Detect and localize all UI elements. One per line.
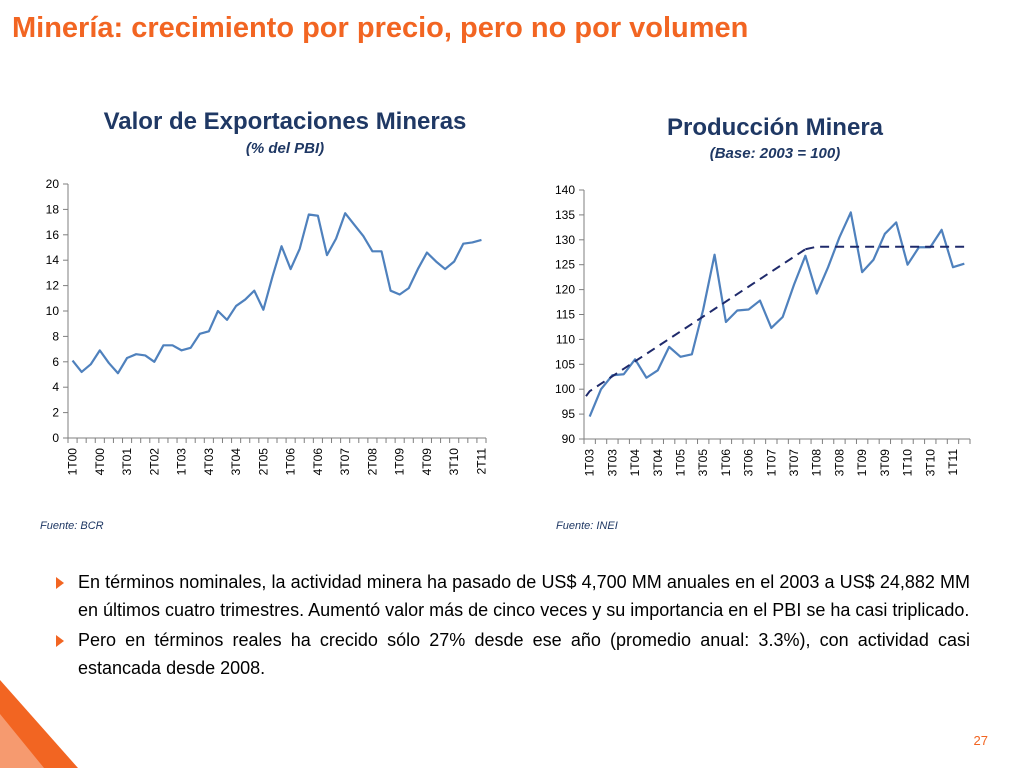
corner-decoration [0,680,78,768]
left-x-tick-label: 4T03 [202,448,216,476]
right-chart-source: Fuente: INEI [556,520,618,532]
left-x-tick-label: 1T06 [284,448,298,476]
right-x-tick-label: 1T08 [810,449,824,477]
left-x-tick-label: 2T11 [474,448,488,475]
right-x-tick-label: 3T09 [878,449,892,477]
left-x-tick-label: 3T01 [120,448,134,476]
bullet-text: Pero en términos reales ha crecido sólo … [78,630,970,678]
left-x-tick-label: 1T03 [175,448,189,476]
right-x-tick-label: 1T09 [855,449,869,477]
left-chart-source: Fuente: BCR [40,520,104,532]
left-y-tick-label: 16 [46,228,60,242]
right-x-tick-label: 1T07 [764,449,778,477]
right-x-tick-label: 3T08 [832,449,846,477]
right-x-tick-label: 1T03 [583,449,597,477]
left-chart-title: Valor de Exportaciones Mineras [103,108,467,135]
left-x-tick-label: 3T10 [447,448,461,476]
right-x-tick-label: 3T10 [923,449,937,477]
right-y-tick-label: 130 [555,233,575,247]
bullet-list: En términos nominales, la actividad mine… [56,568,970,684]
left-x-tick-label: 2T05 [256,448,270,476]
right-x-tick-label: 3T03 [605,449,619,477]
right-y-tick-label: 120 [555,283,575,297]
right-x-tick-label: 1T10 [901,449,915,477]
left-x-tick-label: 4T00 [93,448,107,476]
left-y-tick-label: 12 [46,279,60,293]
right-y-tick-label: 115 [556,308,575,322]
left-x-tick-label: 4T06 [311,448,325,476]
right-chart-subtitle: (Base: 2003 = 100) [709,145,841,162]
right-y-tick-label: 95 [562,407,576,421]
left-x-tick-label: 2T02 [147,448,161,476]
left-x-tick-label: 1T00 [66,448,80,476]
left-y-tick-label: 8 [52,329,59,343]
right-y-tick-label: 135 [555,208,575,222]
right-y-tick-label: 140 [555,183,575,197]
right-x-tick-label: 1T11 [946,449,960,476]
right-x-tick-label: 1T05 [674,449,688,477]
right-x-tick-label: 3T07 [787,449,801,477]
right-chart-title: Producción Minera [666,114,884,141]
right-y-tick-label: 110 [556,332,575,346]
left-y-tick-label: 14 [46,253,60,267]
left-x-tick-label: 3T07 [338,448,352,476]
bullet-arrow-icon [56,635,64,647]
left-y-tick-label: 4 [52,380,59,394]
slide-title: Minería: crecimiento por precio, pero no… [12,12,749,44]
right-y-tick-label: 90 [562,432,576,446]
right-x-tick-label: 1T06 [719,449,733,477]
left-y-tick-label: 18 [46,202,60,216]
bullet-arrow-icon [56,577,64,589]
left-series-line [71,212,482,375]
right-y-tick-label: 105 [555,357,575,371]
right-trend-flat-line [805,245,965,251]
right-x-tick-label: 3T04 [651,449,665,477]
right-y-tick-label: 100 [555,382,575,396]
bullet-text: En términos nominales, la actividad mine… [78,572,970,620]
right-x-tick-label: 3T06 [742,449,756,477]
bullet-item: Pero en términos reales ha crecido sólo … [56,626,970,682]
right-y-tick-label: 125 [555,258,575,272]
right-x-tick-label: 1T04 [628,449,642,477]
left-x-tick-label: 4T09 [420,448,434,476]
page-number: 27 [973,733,988,748]
left-x-tick-label: 1T09 [393,448,407,476]
left-y-tick-label: 2 [52,406,59,420]
left-chart-subtitle: (% del PBI) [245,140,325,157]
left-y-tick-label: 0 [52,431,59,445]
right-x-tick-label: 3T05 [696,449,710,477]
left-x-tick-label: 2T08 [365,448,379,476]
left-y-tick-label: 20 [46,177,60,191]
left-y-tick-label: 6 [52,355,59,369]
left-x-tick-label: 3T04 [229,448,243,476]
right-series-line [588,211,965,418]
right-trend-line [585,248,806,397]
left-y-tick-label: 10 [46,304,60,318]
bullet-item: En términos nominales, la actividad mine… [56,568,970,624]
